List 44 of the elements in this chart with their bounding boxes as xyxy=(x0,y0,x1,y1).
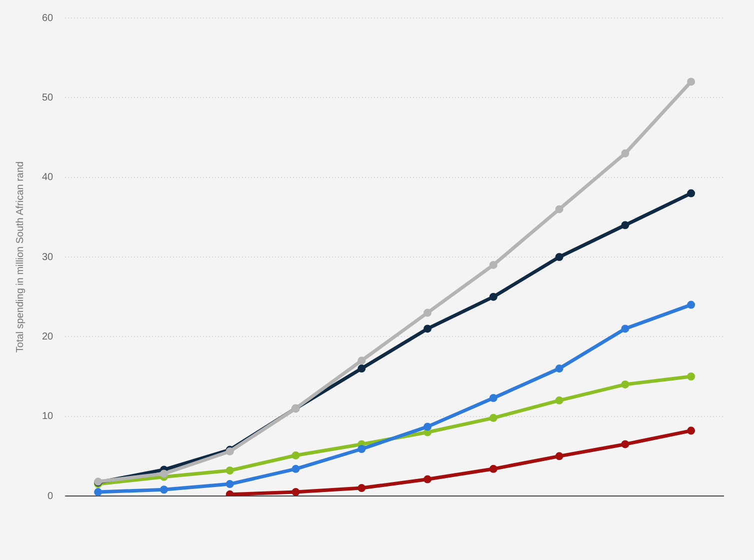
point xyxy=(687,78,696,86)
point xyxy=(555,396,564,404)
point xyxy=(621,380,630,388)
point xyxy=(621,440,630,448)
y-tick-label: 20 xyxy=(42,331,54,342)
point xyxy=(489,260,498,269)
point xyxy=(687,426,696,435)
y-tick-label: 50 xyxy=(42,92,54,104)
point xyxy=(489,464,498,473)
point xyxy=(226,480,234,488)
point xyxy=(160,486,168,494)
point xyxy=(358,364,366,373)
y-tick-label: 10 xyxy=(42,411,54,422)
point xyxy=(555,253,564,261)
point xyxy=(621,324,630,333)
point xyxy=(555,452,564,460)
point xyxy=(292,464,300,473)
point xyxy=(621,221,630,230)
point xyxy=(292,488,300,496)
point xyxy=(292,451,300,460)
point xyxy=(424,324,432,333)
y-tick-label: 30 xyxy=(42,252,54,263)
y-axis-title: Total spending in million South African rand xyxy=(14,161,26,353)
point xyxy=(424,422,432,431)
point xyxy=(687,189,696,198)
point xyxy=(424,475,432,484)
point xyxy=(555,364,564,373)
point xyxy=(358,484,366,492)
point xyxy=(687,300,696,309)
point xyxy=(621,149,630,158)
y-tick-label: 0 xyxy=(48,490,54,502)
point xyxy=(687,372,696,380)
point xyxy=(489,292,498,301)
point xyxy=(489,394,498,402)
y-tick-label: 40 xyxy=(42,172,54,184)
point xyxy=(94,488,102,496)
point xyxy=(226,466,234,475)
point xyxy=(160,470,168,478)
point xyxy=(424,308,432,317)
point xyxy=(358,444,366,453)
point xyxy=(489,414,498,422)
y-tick-label: 60 xyxy=(42,12,54,24)
point xyxy=(555,205,564,214)
point xyxy=(358,356,366,365)
